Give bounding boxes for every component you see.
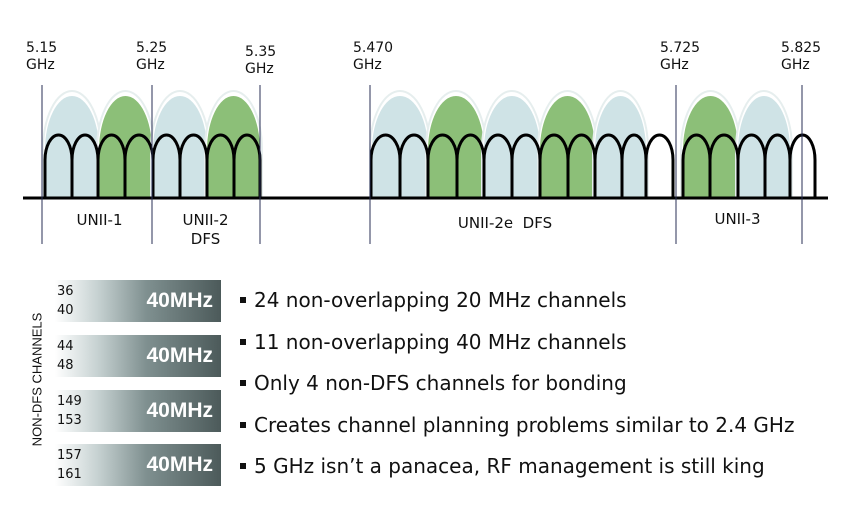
- channel-width: 40MHz: [146, 344, 213, 367]
- channel-20mhz: [644, 133, 675, 198]
- channel-numbers: 149 153: [57, 392, 82, 430]
- channel-40mhz: [484, 96, 540, 198]
- bullet-icon: [240, 421, 246, 428]
- band-label: UNII-2: [182, 211, 229, 229]
- bullet-text: Creates channel planning problems simila…: [254, 413, 795, 437]
- channel-40mhz: [45, 96, 99, 198]
- freq-label: 5.35 GHz: [245, 44, 276, 78]
- bonded-channel-bar: 157 161 40MHz: [55, 444, 221, 486]
- channel-width: 40MHz: [146, 453, 213, 476]
- bullet-icon: [240, 296, 246, 303]
- freq-unit: GHz: [136, 57, 165, 73]
- freq-value: 5.825: [781, 40, 822, 56]
- channel-20mhz: [232, 133, 262, 198]
- freq-label: 5.25 GHz: [136, 40, 167, 74]
- freq-unit: GHz: [353, 57, 382, 73]
- channel-number: 161: [57, 467, 82, 482]
- channel-width: 40MHz: [146, 399, 213, 422]
- channel-number: 153: [57, 413, 82, 428]
- bullet-item: 24 non-overlapping 20 MHz channels: [240, 288, 627, 312]
- channel-number: 149: [57, 394, 82, 409]
- bonded-channel-bar: 36 40 40MHz: [55, 280, 221, 322]
- bullet-icon: [240, 462, 246, 469]
- band-label: UNII-2e DFS: [457, 214, 553, 232]
- channel-40mhz: [153, 96, 207, 198]
- freq-unit: GHz: [26, 57, 55, 73]
- freq-value: 5.725: [660, 40, 701, 56]
- bonded-channel-bar: 149 153 40MHz: [55, 390, 221, 432]
- spectrum-diagram: [23, 85, 828, 244]
- freq-value: 5.25: [136, 40, 168, 56]
- bullet-text: 24 non-overlapping 20 MHz channels: [254, 288, 627, 312]
- bullet-icon: [240, 379, 246, 386]
- side-label: NON-DFS CHANNELS: [29, 312, 45, 447]
- freq-label: 5.470 GHz: [353, 40, 393, 74]
- freq-value: 5.35: [245, 44, 277, 60]
- freq-label: 5.825 GHz: [781, 40, 821, 74]
- band-unii-3: UNII-3: [690, 210, 785, 229]
- channel-number: 36: [57, 284, 74, 299]
- channel-number: 44: [57, 339, 74, 354]
- freq-label: 5.15 GHz: [26, 40, 57, 74]
- band-unii-1: UNII-1: [52, 211, 147, 230]
- bullet-text: Only 4 non-DFS channels for bonding: [254, 371, 627, 395]
- band-label: UNII-1: [76, 211, 123, 229]
- bullet-item: 5 GHz isn’t a panacea, RF management is …: [240, 454, 765, 478]
- band-unii-2: UNII-2 DFS: [158, 211, 253, 249]
- freq-value: 5.470: [353, 40, 394, 56]
- freq-unit: GHz: [660, 57, 689, 73]
- freq-value: 5.15: [26, 40, 58, 56]
- freq-unit: GHz: [245, 61, 274, 77]
- bullet-text: 11 non-overlapping 40 MHz channels: [254, 330, 627, 354]
- freq-unit: GHz: [781, 57, 810, 73]
- bullet-text: 5 GHz isn’t a panacea, RF management is …: [254, 454, 765, 478]
- band-sublabel: DFS: [190, 230, 221, 248]
- bonded-channel-bar: 44 48 40MHz: [55, 335, 221, 377]
- channel-numbers: 36 40: [57, 282, 74, 320]
- bullet-item: Only 4 non-DFS channels for bonding: [240, 371, 627, 395]
- freq-label: 5.725 GHz: [660, 40, 700, 74]
- channel-numbers: 44 48: [57, 337, 74, 375]
- channel-40mhz: [372, 96, 428, 198]
- bullet-item: Creates channel planning problems simila…: [240, 413, 794, 437]
- bullet-item: 11 non-overlapping 40 MHz channels: [240, 330, 627, 354]
- channel-numbers: 157 161: [57, 446, 82, 484]
- band-label: UNII-3: [714, 210, 761, 228]
- channel-number: 40: [57, 303, 74, 318]
- channel-width: 40MHz: [146, 289, 213, 312]
- band-unii-2e: UNII-2e DFS: [420, 214, 590, 233]
- channel-number: 48: [57, 358, 74, 373]
- bullet-icon: [240, 338, 246, 345]
- channel-number: 157: [57, 448, 82, 463]
